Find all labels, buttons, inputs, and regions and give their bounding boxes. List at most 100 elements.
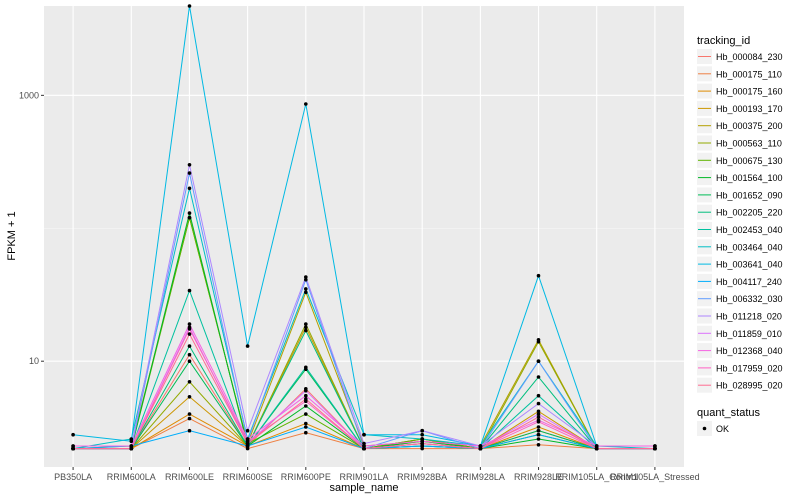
x-tick-label: RRIM928BA <box>397 472 447 482</box>
legend-label: Hb_000175_110 <box>716 69 782 79</box>
data-point <box>187 395 192 399</box>
data-point <box>536 359 541 364</box>
x-tick-label: RRIM105LA_Stressed <box>610 472 700 482</box>
legend-label: Hb_017959_020 <box>716 363 783 373</box>
data-point <box>536 273 541 278</box>
data-point <box>187 288 192 293</box>
y-axis-title: FPKM + 1 <box>6 211 18 260</box>
legend-label: Hb_001652_090 <box>716 190 783 200</box>
data-point <box>304 430 308 435</box>
legend-label: Hb_002453_040 <box>716 225 783 235</box>
x-tick-label: RRIM928LE <box>514 472 563 482</box>
legend-label: Hb_000675_130 <box>716 156 783 166</box>
data-point <box>653 444 657 448</box>
data-point <box>536 412 541 416</box>
legend-label: Hb_002205_220 <box>716 208 783 218</box>
point-legend-items: OK <box>697 421 729 436</box>
data-point <box>420 432 425 437</box>
data-point <box>304 365 308 370</box>
x-tick-label: RRIM901LA <box>339 472 388 482</box>
data-point <box>304 325 308 330</box>
data-point <box>304 393 308 398</box>
data-point <box>594 444 599 448</box>
data-point <box>71 444 75 448</box>
data-point <box>362 444 366 448</box>
x-tick-label: RRIM600LE <box>165 472 214 482</box>
data-point <box>304 412 308 416</box>
data-point <box>536 340 541 344</box>
data-point <box>536 425 541 429</box>
data-point <box>187 359 192 364</box>
data-point <box>536 420 541 424</box>
data-point <box>304 322 308 326</box>
x-axis: PB350LA RRIM600LA RRIM600LE RRIM600SE RRIM60… <box>54 467 700 482</box>
data-point <box>187 428 192 433</box>
data-point <box>536 401 541 406</box>
data-point <box>245 428 250 433</box>
data-point <box>187 412 192 416</box>
data-point <box>129 444 134 448</box>
data-point <box>245 441 250 446</box>
data-points <box>71 4 657 451</box>
data-point <box>536 437 541 441</box>
x-tick-label: RRIM600PE <box>281 472 331 482</box>
data-point <box>536 393 541 398</box>
data-point <box>187 380 192 384</box>
data-point <box>187 186 192 191</box>
x-tick-label: RRIM928LA <box>456 472 505 482</box>
legend-label: Hb_011859_010 <box>716 329 782 339</box>
legend-label: Hb_006332_030 <box>716 294 783 304</box>
data-point <box>187 352 192 357</box>
x-axis-title: sample_name <box>329 482 398 494</box>
data-point <box>129 439 134 444</box>
legend-label: Hb_000375_200 <box>716 121 783 131</box>
legend-label: Hb_000084_230 <box>716 52 783 62</box>
grid-lines <box>44 6 684 467</box>
data-point <box>536 432 541 437</box>
x-tick-label: RRIM600LA <box>107 472 156 482</box>
data-point <box>420 428 425 433</box>
x-tick-label: PB350LA <box>54 472 92 482</box>
data-point <box>187 215 192 220</box>
x-tick-label: RRIM600SE <box>223 472 273 482</box>
legend-label: Hb_003641_040 <box>716 260 783 270</box>
data-point <box>187 327 192 331</box>
data-point <box>187 211 192 215</box>
data-point <box>362 432 366 437</box>
data-point <box>420 441 425 446</box>
point-legend-label: OK <box>716 424 729 434</box>
data-point <box>478 444 483 448</box>
data-point <box>71 446 75 451</box>
data-point <box>304 397 308 401</box>
data-point <box>594 446 599 451</box>
legend-label: Hb_001564_100 <box>716 173 783 183</box>
data-point <box>304 328 308 333</box>
data-point <box>245 446 250 451</box>
data-point <box>304 404 308 408</box>
data-point <box>536 443 541 447</box>
data-point <box>536 428 541 433</box>
legend-label: Hb_004117_240 <box>716 277 782 287</box>
data-point <box>187 322 192 326</box>
data-point <box>187 4 192 8</box>
data-point <box>129 446 134 451</box>
legend-label: Hb_003464_040 <box>716 242 783 252</box>
data-point <box>478 446 483 451</box>
data-point <box>536 415 541 419</box>
data-point <box>304 425 308 429</box>
data-point <box>304 290 308 295</box>
data-point <box>71 432 75 437</box>
legend-items: Hb_000084_230 Hb_000175_110 Hb_000175_160 H… <box>697 49 783 393</box>
data-point <box>304 102 308 106</box>
legend-label: Hb_000193_170 <box>716 104 783 114</box>
legend: tracking_id Hb_000084_230Hb_000175_110Hb… <box>697 35 783 436</box>
data-point <box>187 171 192 175</box>
legend-label: Hb_000563_110 <box>716 139 782 149</box>
data-point <box>536 375 541 379</box>
legend-label: Hb_011218_020 <box>716 312 782 322</box>
legend-label: Hb_000175_160 <box>716 87 783 97</box>
data-point <box>304 388 308 393</box>
data-point <box>187 344 192 348</box>
data-point <box>187 416 192 421</box>
